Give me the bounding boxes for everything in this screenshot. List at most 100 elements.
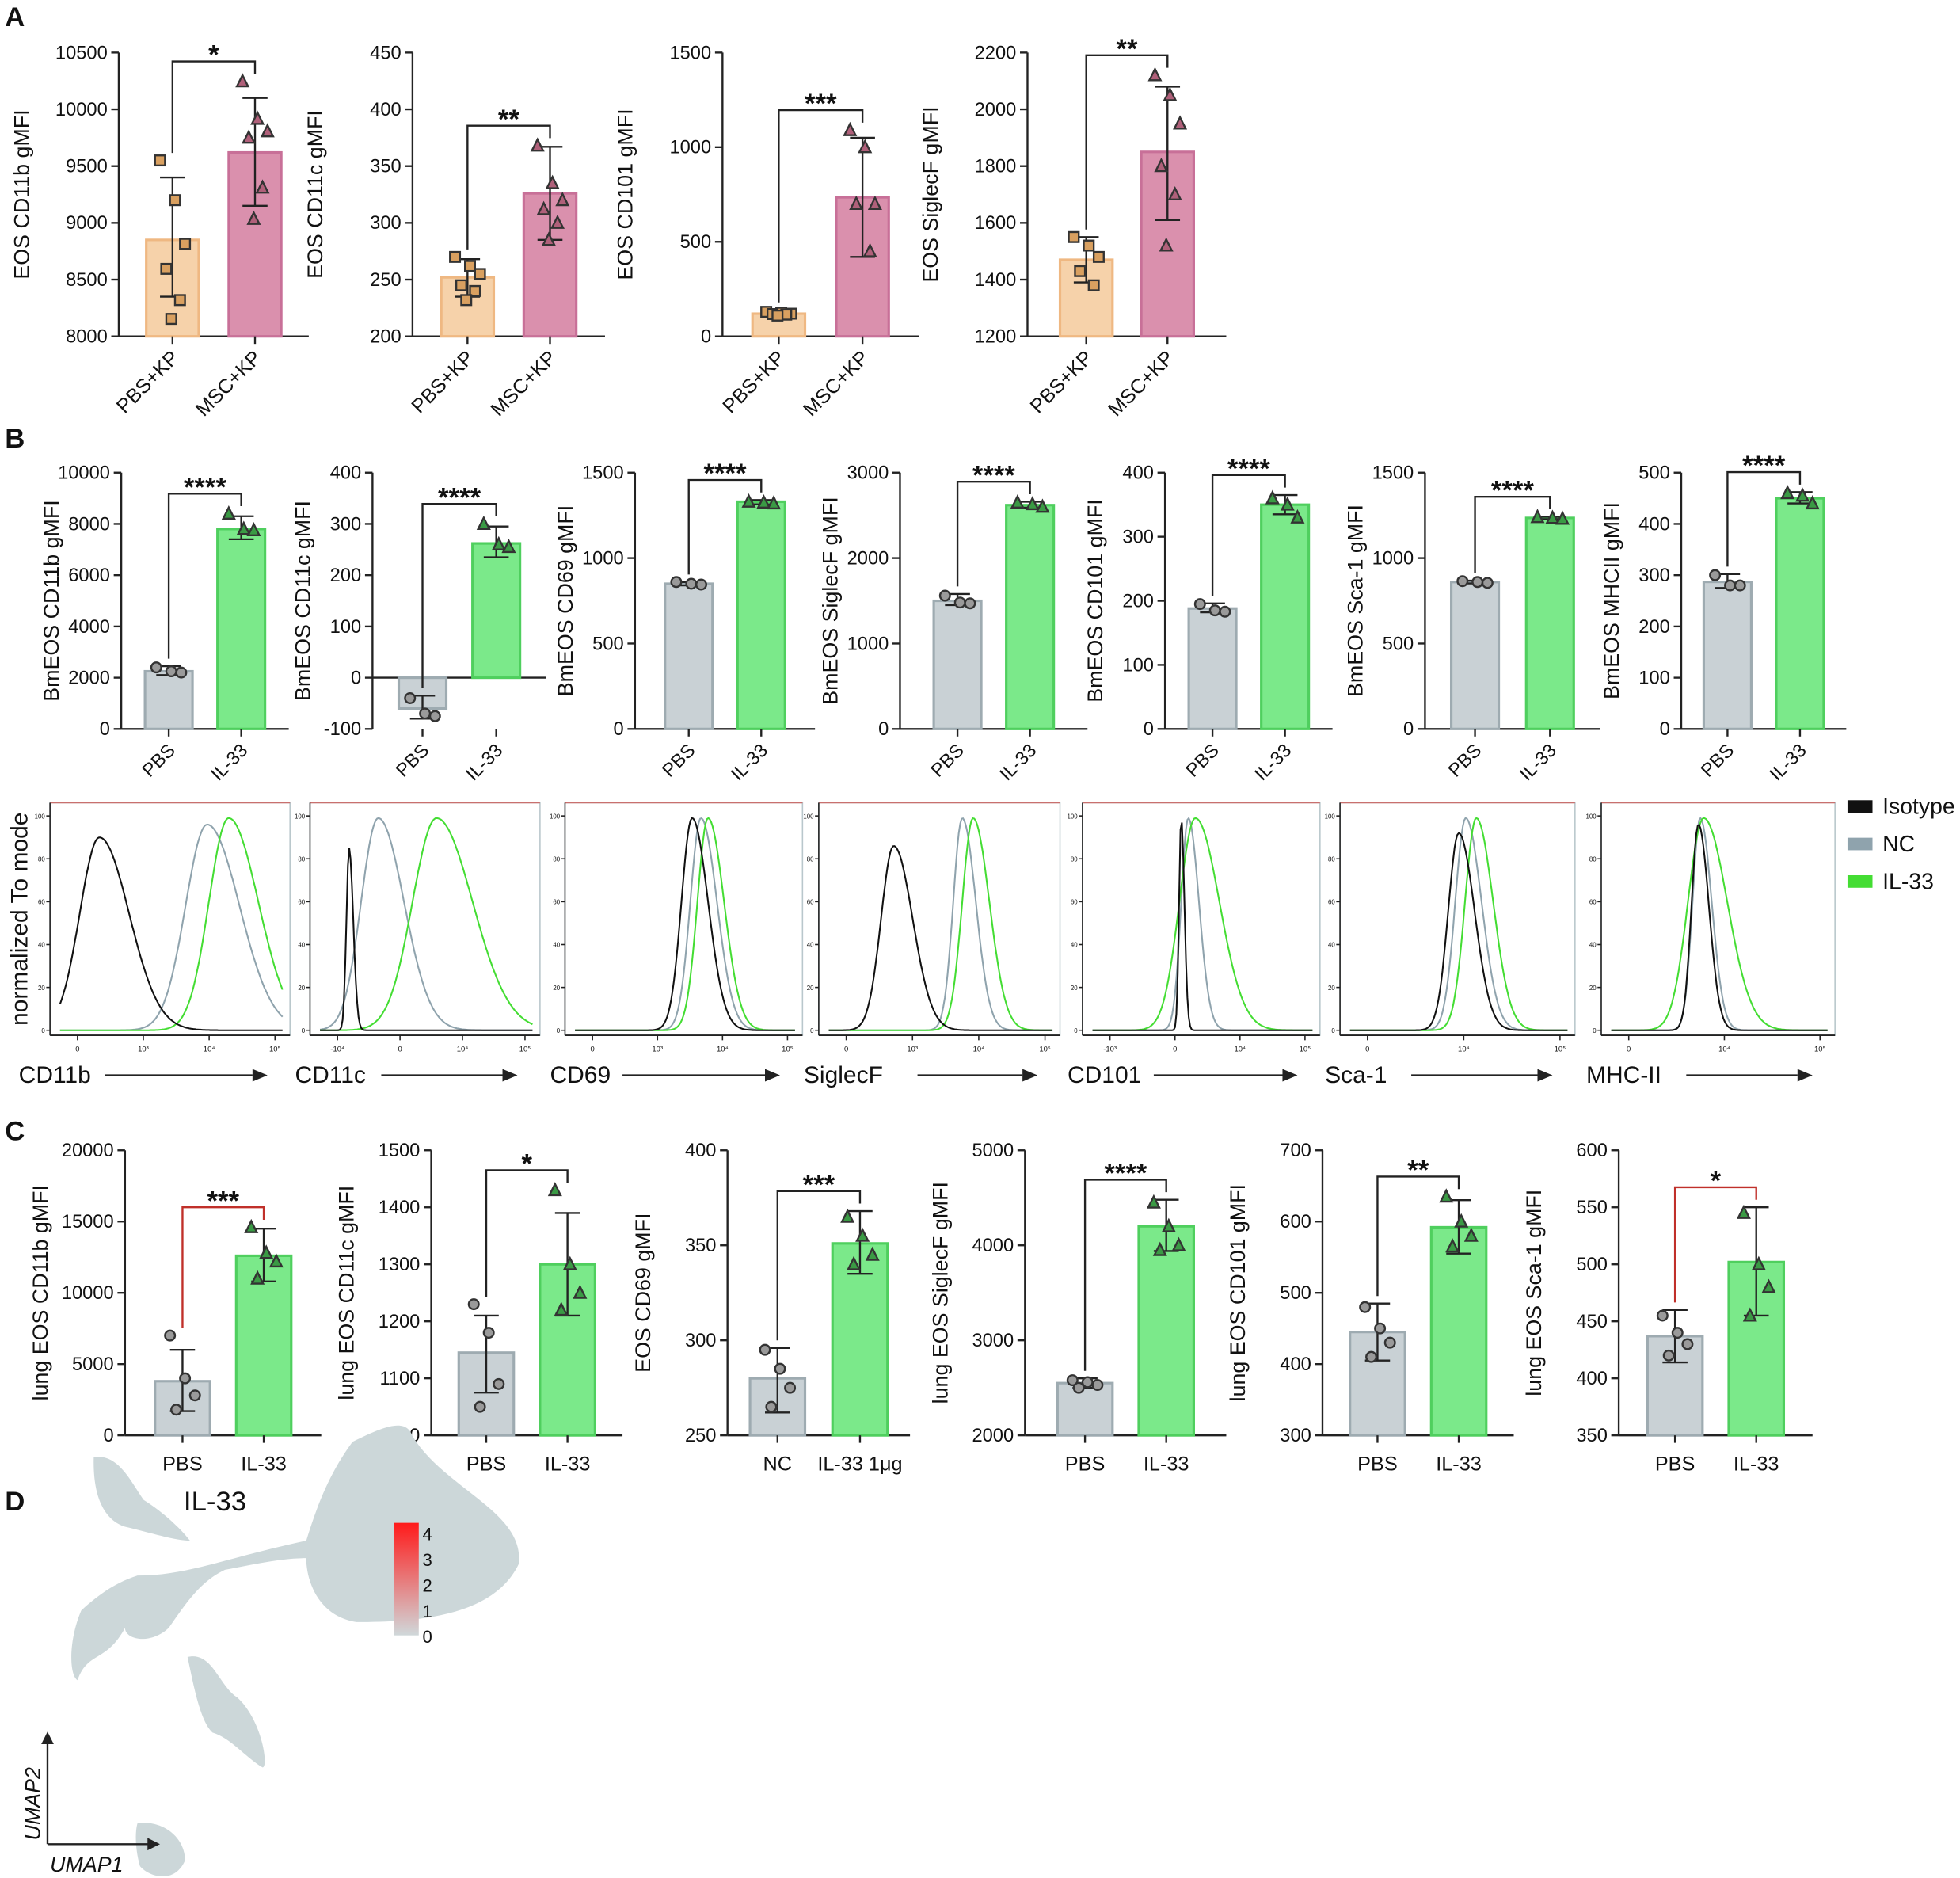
data-point — [474, 1400, 486, 1413]
significance-bracket — [956, 480, 1031, 587]
data-point — [771, 309, 784, 322]
data-point — [1545, 509, 1560, 524]
y-tick-label: 4000 — [972, 1236, 1014, 1256]
y-tick-label: 1800 — [975, 157, 1017, 177]
histogram-y-tick-label: 40 — [38, 942, 45, 949]
x-tick-label: PBS+KP — [407, 347, 478, 418]
histogram-y-tick-label: 20 — [38, 985, 45, 992]
y-tick-label: 15000 — [62, 1212, 114, 1232]
bar-chart-c6: 350 400 450 500 550 600 lung EOS Sca-1 gMFI PBS… — [1522, 1141, 1813, 1475]
y-axis-label: BmEOS MHCII gMFI — [1600, 502, 1623, 699]
data-point — [160, 262, 173, 275]
data-point — [530, 137, 545, 152]
colorbar-tick-label: 1 — [423, 1602, 432, 1621]
histogram-y-tick-label: 100 — [1067, 813, 1078, 820]
x-tick-label: IL-33 — [1516, 741, 1561, 786]
data-point — [169, 194, 181, 207]
bar-chart-b1: 0 2000 4000 6000 8000 10000 BmEOS CD11b gMFI PB… — [40, 463, 289, 785]
histogram-y-tick-label: 80 — [1071, 855, 1078, 863]
legend-swatch — [1847, 874, 1873, 888]
data-point — [1805, 495, 1820, 510]
histogram-curve-il33 — [320, 817, 533, 1031]
y-tick-label: 5000 — [972, 1141, 1014, 1161]
histogram-y-tick-label: 80 — [298, 855, 305, 863]
data-point — [1146, 1194, 1161, 1209]
significance-bracket — [1726, 470, 1802, 567]
data-point — [1454, 1213, 1469, 1228]
y-tick-label: 1100 — [379, 1369, 420, 1389]
x-tick-label: PBS — [392, 741, 433, 782]
histogram-y-tick-label: 0 — [1331, 1027, 1335, 1034]
x-tick-label: NC — [763, 1453, 792, 1475]
significance-stars: * — [522, 1149, 533, 1179]
significance-stars: ** — [1407, 1156, 1429, 1186]
y-axis-label: lung EOS Sca-1 gMFI — [1522, 1190, 1546, 1396]
umap-cluster — [71, 1425, 519, 1681]
data-point — [862, 242, 877, 257]
data-point — [428, 710, 441, 722]
data-point — [1219, 605, 1231, 618]
data-point — [953, 596, 966, 609]
y-tick-label: 500 — [1280, 1283, 1311, 1304]
y-tick-label: 300 — [1638, 566, 1669, 586]
bar-1 — [216, 528, 267, 730]
histogram-y-tick-label: 60 — [298, 899, 305, 906]
data-point — [469, 284, 481, 297]
y-tick-label: 300 — [685, 1331, 716, 1351]
histogram-y-tick-label: 40 — [1328, 942, 1335, 949]
histogram-y-tick-label: 0 — [810, 1027, 814, 1034]
y-tick-label: 2000 — [975, 100, 1017, 120]
x-tick-label: PBS — [927, 741, 969, 782]
data-point — [1147, 67, 1163, 82]
data-point — [165, 313, 177, 326]
data-point — [460, 294, 473, 307]
histogram-frame — [818, 802, 1061, 1036]
data-point — [493, 1377, 505, 1390]
data-point — [1742, 1307, 1757, 1322]
histogram-y-tick-label: 20 — [553, 985, 560, 992]
histogram-frame — [49, 802, 291, 1036]
histogram-y-tick-label: 20 — [1589, 985, 1597, 992]
x-tick-label: IL-33 — [1436, 1453, 1482, 1475]
legend-label: IL-33 — [1882, 869, 1934, 894]
data-point — [404, 691, 417, 704]
y-tick-label: 550 — [1576, 1198, 1607, 1218]
histogram-cd11b: 0 20 40 60 80 100 0 10³ 10⁴ 10⁵ CD11b — [19, 802, 291, 1088]
umap2-label: UMAP2 — [21, 1767, 45, 1841]
y-tick-label: 2000 — [68, 668, 110, 688]
histogram-y-tick-label: 0 — [557, 1027, 561, 1034]
data-point — [1365, 1350, 1378, 1363]
x-tick-label: IL-33 1μg — [817, 1453, 902, 1475]
data-point — [1066, 1374, 1079, 1387]
significance-stars: ** — [498, 105, 520, 135]
data-point — [562, 1255, 577, 1270]
data-point — [236, 520, 251, 535]
data-point — [1173, 115, 1188, 130]
bar-chart-a4: 1200 1400 1600 1800 2000 2200 EOS SiglecF gMFI… — [919, 34, 1227, 421]
y-tick-label: 2200 — [975, 43, 1017, 63]
arrow-head-icon — [252, 1069, 268, 1082]
histogram-marker-label: CD69 — [550, 1062, 611, 1088]
histogram-marker-label: CD11b — [19, 1062, 91, 1088]
y-tick-label: 6000 — [68, 566, 110, 586]
histogram-frame — [1339, 802, 1576, 1036]
histogram-y-tick-label: 60 — [807, 899, 814, 906]
bar-chart-b5: 0 100 200 300 400 BmEOS CD101 gMFI PBS IL-33 ***… — [1083, 454, 1333, 785]
data-point — [179, 1372, 192, 1385]
y-tick-label: 400 — [685, 1141, 716, 1161]
significance-bracket — [1673, 1186, 1757, 1303]
histogram-y-tick-label: 80 — [553, 855, 560, 863]
y-tick-label: 1200 — [975, 327, 1017, 348]
y-tick-label: 0 — [613, 719, 623, 740]
data-point — [843, 121, 858, 136]
x-tick-label: PBS — [1357, 1453, 1398, 1475]
y-tick-label: 1300 — [379, 1255, 421, 1275]
y-tick-label: 350 — [1576, 1426, 1607, 1446]
y-tick-label: 100 — [1122, 655, 1153, 676]
data-point — [419, 707, 432, 720]
histogram-y-tick-label: 40 — [1071, 942, 1078, 949]
significance-stars: **** — [184, 472, 227, 502]
data-point — [175, 666, 188, 679]
histogram-x-tick-label: 0 — [591, 1046, 595, 1054]
